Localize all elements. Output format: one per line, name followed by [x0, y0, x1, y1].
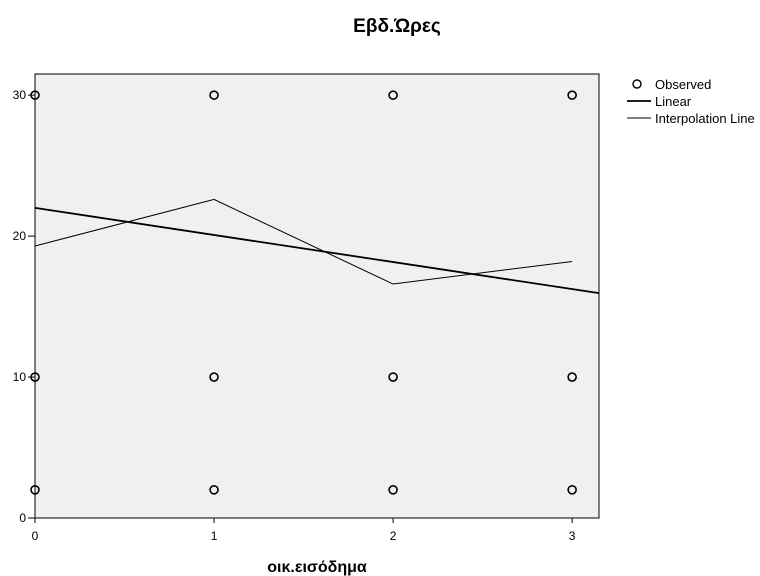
y-tick-label: 30	[13, 88, 27, 102]
legend-observed-marker	[632, 79, 642, 89]
x-axis: 0 1 2 3	[32, 518, 576, 543]
observed-point	[567, 372, 577, 382]
x-tick-label: 0	[32, 529, 39, 543]
observed-point	[209, 372, 219, 382]
observed-point	[388, 485, 398, 495]
y-tick-label: 20	[13, 229, 27, 243]
legend-label: Observed	[655, 77, 711, 92]
observed-point	[209, 485, 219, 495]
linear-fit-layer	[34, 207, 600, 295]
observed-point	[30, 372, 40, 382]
plot-area	[34, 73, 600, 519]
interpolation-line	[34, 198, 573, 285]
chart-title: Εβδ.Ώρες	[353, 16, 441, 37]
x-tick-label: 1	[211, 529, 218, 543]
observed-point	[209, 90, 219, 100]
y-tick-label: 10	[13, 370, 27, 384]
x-tick-label: 2	[390, 529, 397, 543]
observed-point	[388, 372, 398, 382]
observed-point	[567, 90, 577, 100]
x-axis-label: οικ.εισόδημα	[267, 559, 367, 576]
legend-label: Interpolation Line	[655, 111, 755, 126]
linear-fit-line	[34, 207, 600, 295]
y-tick-label: 0	[19, 511, 26, 525]
observed-point	[567, 485, 577, 495]
x-tick-label: 3	[569, 529, 576, 543]
y-axis: 0 10 20 30	[13, 88, 35, 525]
observed-point	[388, 90, 398, 100]
observed-point	[30, 485, 40, 495]
legend: Observed Linear Interpolation Line	[627, 77, 755, 126]
observed-points-layer	[30, 90, 577, 495]
legend-label: Linear	[655, 94, 692, 109]
observed-point	[30, 90, 40, 100]
interpolation-line-layer	[34, 198, 573, 285]
